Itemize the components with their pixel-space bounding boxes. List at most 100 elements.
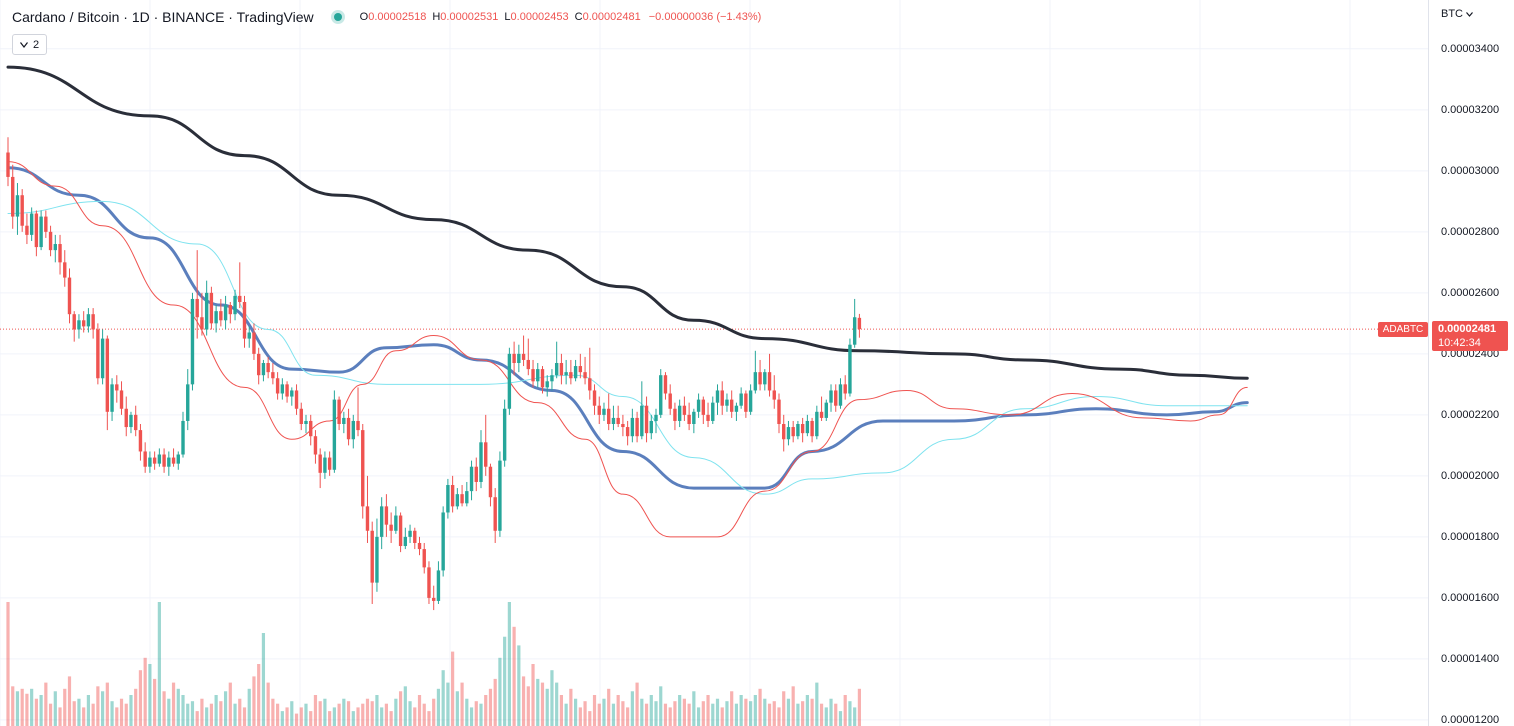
candle-body: [417, 542, 422, 550]
candle-body: [659, 375, 663, 415]
volume-bar: [678, 695, 682, 726]
volume-bar: [171, 682, 176, 726]
volume-bar: [550, 670, 554, 726]
volume-bar: [214, 695, 218, 726]
volume-bar: [48, 703, 53, 726]
candle-body: [512, 353, 516, 363]
volume-bar: [413, 707, 417, 726]
candle-body: [441, 512, 445, 571]
candle-body: [152, 457, 157, 464]
volume-bar: [351, 711, 355, 726]
volume-bar: [644, 703, 649, 726]
volume-bar: [370, 701, 374, 726]
candle-body: [413, 530, 417, 543]
candle-body: [592, 390, 597, 406]
volume-bar: [517, 645, 521, 726]
volume-bar: [786, 698, 791, 726]
volume-bar: [30, 688, 34, 726]
volume-bar: [252, 676, 256, 726]
volume-bar: [446, 682, 450, 726]
candle-body: [313, 436, 318, 455]
candle-body: [545, 381, 549, 388]
candle-body: [758, 372, 762, 385]
volume-bar: [777, 707, 781, 726]
candle-body: [63, 262, 67, 278]
volume-bar: [186, 703, 190, 726]
chart-title: Cardano / Bitcoin · 1D · BINANCE · Tradi…: [12, 9, 314, 25]
price-chart-plot[interactable]: [0, 0, 1428, 726]
indicators-toggle-button[interactable]: 2: [12, 34, 48, 55]
candle-body: [72, 314, 76, 330]
volume-bar: [654, 701, 658, 726]
volume-bar: [422, 703, 426, 726]
price-scale[interactable]: [1428, 0, 1514, 726]
candle-body: [275, 378, 280, 394]
volume-bar: [20, 688, 24, 726]
currency-selector[interactable]: BTC: [1441, 8, 1473, 20]
volume-bar: [758, 688, 762, 726]
volume-bar: [134, 688, 138, 726]
volume-bar: [276, 703, 280, 726]
price-tick: 0.00003400: [1441, 42, 1500, 55]
candle-body: [233, 295, 237, 315]
candle-body: [432, 597, 436, 601]
volume-bar: [67, 676, 72, 726]
volume-bar: [403, 686, 407, 726]
volume-bar: [659, 686, 663, 726]
volume-histogram: [6, 602, 861, 726]
volume-bar: [115, 707, 119, 726]
candle-body: [110, 384, 114, 412]
candle-body: [559, 363, 564, 376]
candle-body: [252, 332, 256, 354]
candle-body: [753, 372, 758, 391]
volume-bar: [696, 707, 701, 726]
candle-body: [786, 427, 791, 440]
candle-body: [772, 390, 776, 400]
volume-bar: [441, 670, 445, 726]
last-price-value: 0.00002481: [1438, 323, 1497, 336]
candle-body: [498, 460, 502, 531]
currency-label: BTC: [1441, 8, 1463, 20]
candle-body: [479, 442, 483, 482]
volume-bar: [233, 703, 237, 726]
volume-bar: [389, 711, 393, 726]
candle-body: [739, 393, 743, 406]
candle-body: [521, 353, 526, 360]
candle-body: [819, 411, 824, 418]
candle-body: [119, 390, 124, 409]
candle-body: [668, 393, 672, 409]
volume-bar: [101, 691, 105, 726]
volume-bar: [238, 698, 242, 726]
candle-body: [365, 506, 370, 531]
volume-bar: [810, 698, 814, 726]
candle-body: [247, 332, 251, 339]
candle-body: [134, 414, 138, 431]
candle-body: [744, 393, 748, 412]
moving-average-line: [7, 200, 1248, 495]
candle-body: [195, 298, 199, 318]
ohlc-values: O0.00002518 H0.00002531 L0.00002453 C0.0…: [360, 11, 762, 23]
candle-body: [15, 195, 20, 217]
candle-body: [394, 515, 398, 531]
price-tick: 0.00002000: [1441, 469, 1500, 482]
candle-body: [711, 402, 715, 421]
candle-body: [696, 399, 701, 412]
volume-bar: [834, 703, 838, 726]
volume-bar: [829, 698, 833, 726]
candle-body: [706, 414, 710, 421]
candle-body: [304, 420, 308, 425]
volume-bar: [257, 664, 261, 726]
indicators-count: 2: [33, 38, 40, 51]
volume-bar: [507, 602, 511, 726]
candle-body: [171, 457, 176, 464]
candle-body: [446, 485, 450, 513]
candle-body: [644, 405, 649, 434]
volume-bar: [86, 695, 91, 726]
candle-body: [39, 216, 43, 248]
candle-body: [67, 277, 72, 315]
volume-bar: [465, 698, 469, 726]
volume-bar: [749, 701, 753, 726]
symbol-price-label: ADABTC: [1378, 321, 1428, 337]
candle-body: [25, 225, 29, 235]
candle-body: [767, 372, 772, 391]
